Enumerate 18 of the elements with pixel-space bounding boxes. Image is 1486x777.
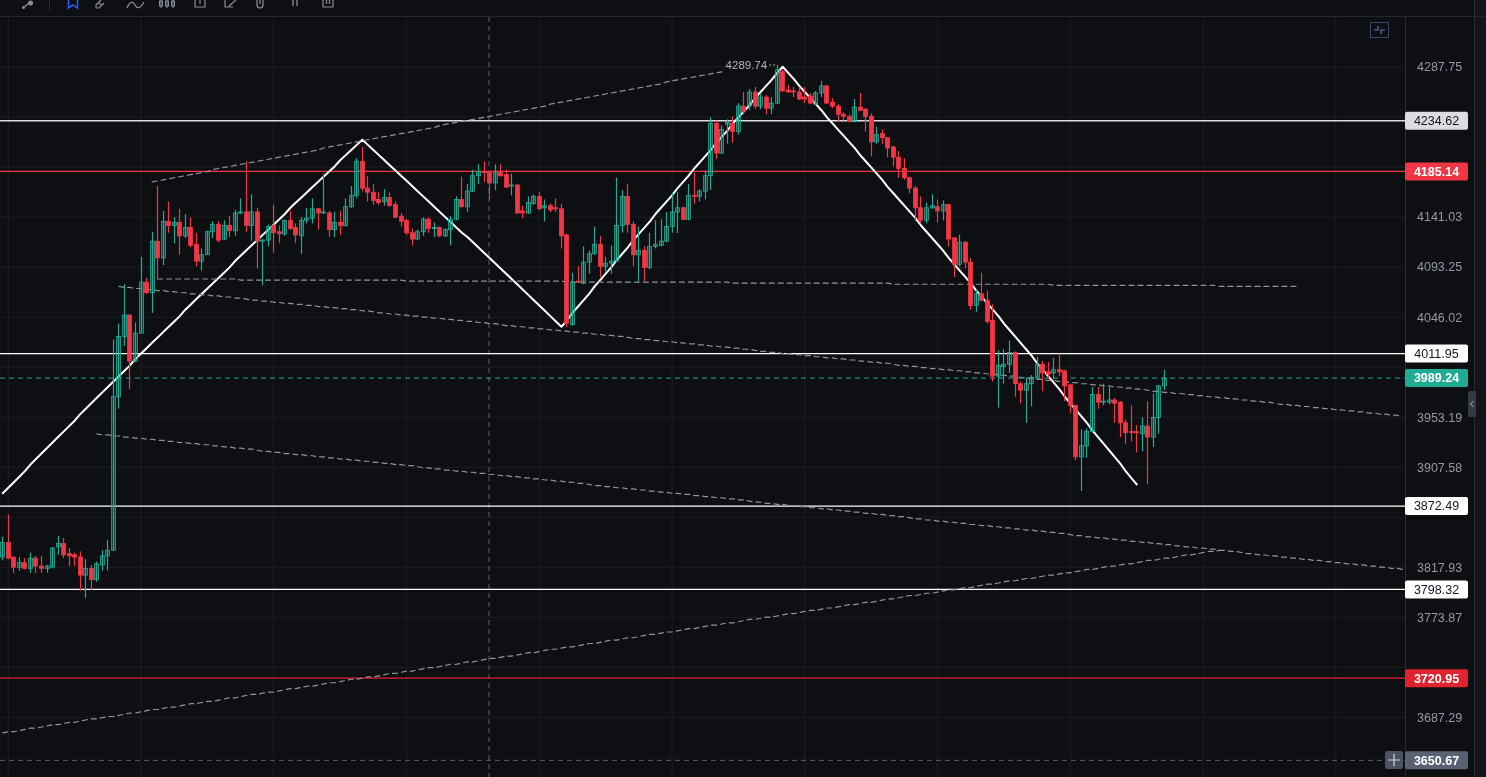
y-tick-label: 3817.93 [1417,560,1463,575]
ref-line-label: 3650.67 [1413,753,1460,768]
annotation: 4289.74 [725,59,768,72]
y-tick-label: 3773.87 [1417,610,1463,625]
y-tick-label: 3953.19 [1417,410,1463,425]
ref-line-label: 4011.95 [1414,346,1459,361]
y-tick-label: 3907.58 [1417,460,1463,475]
ref-line-label: 4234.62 [1413,114,1460,129]
y-tick-label: 4093.25 [1417,260,1463,275]
ref-line-label: 3872.49 [1413,499,1460,514]
ref-line-label: 3989.24 [1413,371,1460,386]
y-tick-label: 4287.75 [1417,60,1463,75]
y-tick-label: 4046.02 [1417,310,1463,325]
ref-line-label: 4185.14 [1413,164,1460,179]
ref-line-label: 3798.32 [1413,582,1460,597]
ref-line-label: 3720.95 [1413,671,1460,686]
y-tick-label: 4141.03 [1417,210,1463,225]
y-tick-label: 3687.29 [1417,710,1463,725]
